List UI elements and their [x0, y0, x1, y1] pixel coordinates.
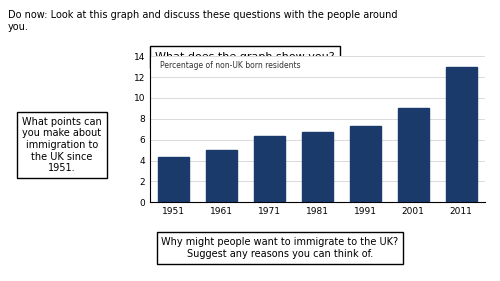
Bar [398, 108, 429, 202]
Bar [350, 126, 381, 202]
Bar [302, 132, 333, 202]
Text: Percentage of non-UK born residents: Percentage of non-UK born residents [160, 61, 300, 70]
Text: What does the graph show you?: What does the graph show you? [155, 52, 335, 62]
Bar [254, 135, 285, 202]
Text: What points can
you make about
immigration to
the UK since
1951.: What points can you make about immigrati… [22, 117, 102, 173]
Bar [206, 150, 238, 202]
Text: you.: you. [8, 22, 29, 32]
Text: Do now: Look at this graph and discuss these questions with the people around: Do now: Look at this graph and discuss t… [8, 10, 398, 20]
Bar [446, 67, 476, 202]
Text: Why might people want to immigrate to the UK?
Suggest any reasons you can think : Why might people want to immigrate to th… [162, 237, 398, 259]
Bar [158, 157, 190, 202]
